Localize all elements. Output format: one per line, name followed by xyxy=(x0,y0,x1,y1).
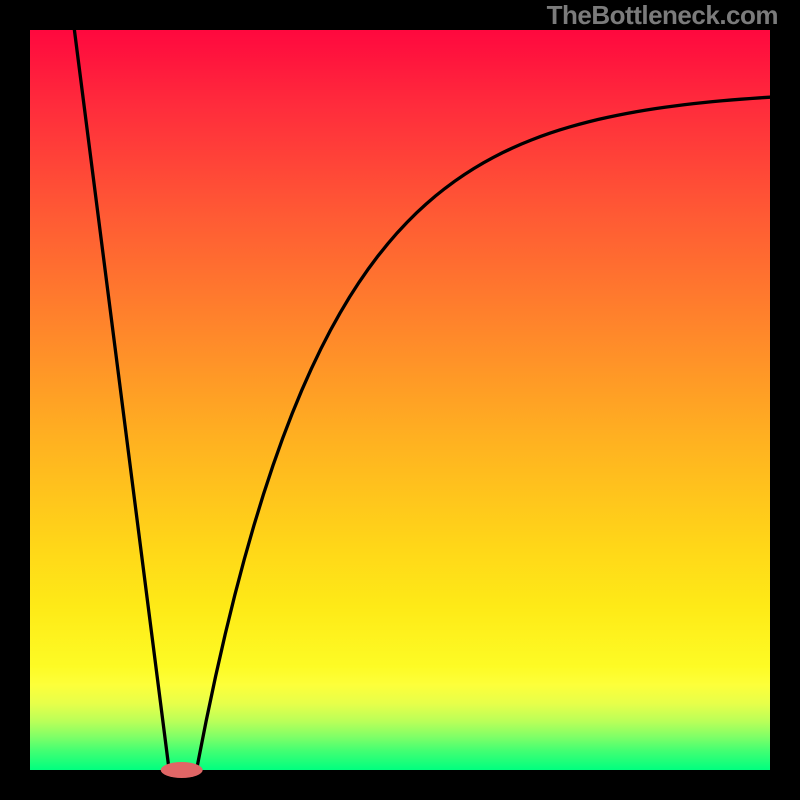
chart-canvas: TheBottleneck.com xyxy=(0,0,800,800)
chart-svg xyxy=(0,0,800,800)
watermark-text: TheBottleneck.com xyxy=(547,0,778,31)
plot-area xyxy=(30,30,770,770)
optimal-marker xyxy=(161,762,203,778)
